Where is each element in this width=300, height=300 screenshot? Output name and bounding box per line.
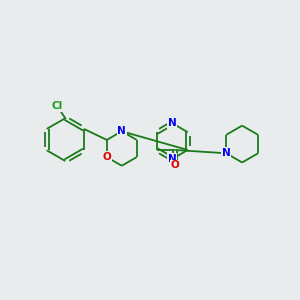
Text: N: N — [222, 148, 231, 158]
Text: N: N — [117, 126, 126, 136]
Text: N: N — [168, 118, 177, 128]
Text: N: N — [168, 154, 177, 164]
Text: O: O — [103, 152, 111, 162]
Text: Cl: Cl — [51, 101, 63, 111]
Text: O: O — [171, 160, 180, 170]
